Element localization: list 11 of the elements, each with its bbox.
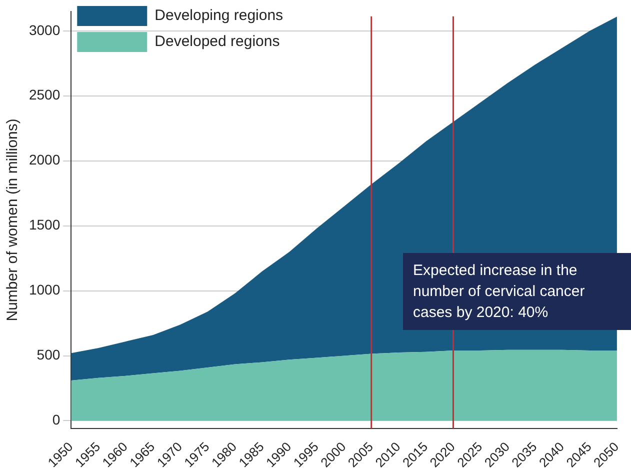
y-tick-label: 2000 — [28, 152, 60, 168]
y-tick-label: 1500 — [28, 216, 60, 233]
y-tick-label: 1000 — [28, 282, 60, 298]
y-tick-label: 500 — [36, 346, 60, 363]
note-box: Expected increase in the number of cervical cancer cases by 2020: 40% — [403, 253, 631, 330]
y-tick-label: 2500 — [28, 86, 60, 103]
y-tick-label: 0 — [52, 412, 60, 428]
legend-label: Developing regions — [154, 7, 284, 24]
y-axis-title: Number of women (in millions) — [4, 118, 22, 322]
y-tick-label: 3000 — [28, 22, 60, 38]
legend-label: Developed regions — [154, 33, 280, 50]
